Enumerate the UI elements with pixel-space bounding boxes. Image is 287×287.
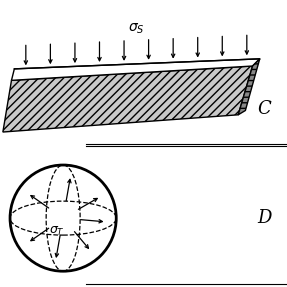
- Polygon shape: [238, 59, 260, 115]
- Text: $\sigma_S$: $\sigma_S$: [128, 22, 145, 36]
- Polygon shape: [11, 59, 260, 80]
- Text: $\sigma_T$: $\sigma_T$: [49, 224, 65, 238]
- Text: D: D: [257, 209, 271, 227]
- Polygon shape: [3, 66, 253, 132]
- Text: C: C: [257, 100, 271, 118]
